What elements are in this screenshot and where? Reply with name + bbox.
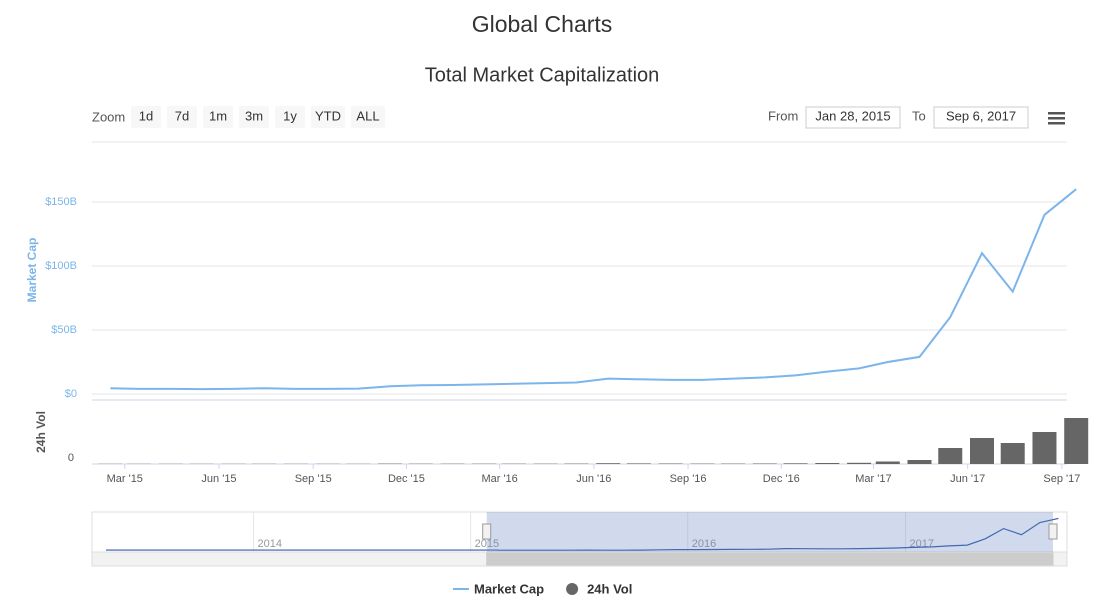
from-value[interactable]: Jan 28, 2015 bbox=[815, 108, 890, 123]
volume-bar bbox=[815, 463, 840, 464]
zoom-button[interactable] bbox=[351, 106, 385, 128]
zoom-button[interactable] bbox=[311, 106, 345, 128]
volume-bar bbox=[596, 463, 621, 464]
volume-bar bbox=[969, 438, 994, 464]
x-tick-label: Mar '17 bbox=[855, 473, 891, 485]
x-tick-label: Sep '17 bbox=[1043, 473, 1080, 485]
volume-bar bbox=[938, 448, 963, 464]
zoom-label: Zoom bbox=[92, 109, 125, 124]
legend: Market Cap 24h Vol bbox=[453, 581, 632, 596]
market-cap-line bbox=[110, 188, 1077, 391]
navigator-label: 2016 bbox=[692, 538, 716, 550]
x-tick-label: Mar '15 bbox=[107, 473, 143, 485]
zoom-button-label[interactable]: 7d bbox=[175, 108, 189, 123]
x-tick-label: Dec '16 bbox=[763, 473, 800, 485]
navigator-selection[interactable] bbox=[486, 512, 1054, 552]
volume-bar bbox=[626, 463, 651, 464]
navigator-label: 2014 bbox=[258, 538, 282, 550]
x-tick-label: Sep '16 bbox=[670, 473, 707, 485]
to-value[interactable]: Sep 6, 2017 bbox=[946, 108, 1016, 123]
zoom-button[interactable] bbox=[131, 106, 161, 128]
menu-bar[interactable] bbox=[1048, 122, 1065, 125]
zoom-button[interactable] bbox=[203, 106, 233, 128]
volume-bar bbox=[752, 463, 777, 464]
to-label: To bbox=[912, 108, 926, 123]
navigator-line bbox=[106, 517, 1059, 551]
volume-bar bbox=[1000, 443, 1025, 464]
to-input[interactable] bbox=[933, 106, 1029, 129]
navigator-handle[interactable] bbox=[482, 523, 492, 540]
y2-axis-label: 24h Vol bbox=[34, 411, 48, 453]
zoom-button-label[interactable]: ALL bbox=[356, 108, 379, 123]
volume-bar bbox=[875, 461, 900, 464]
y-axis-label: Market Cap bbox=[25, 238, 39, 303]
zoom-button[interactable] bbox=[275, 106, 305, 128]
legend-symbol bbox=[566, 583, 579, 595]
legend-label[interactable]: Market Cap bbox=[474, 581, 544, 596]
x-tick-label: Jun '15 bbox=[201, 473, 236, 485]
volume-bar bbox=[658, 463, 683, 464]
navigator-label: 2015 bbox=[475, 538, 499, 550]
menu-bar[interactable] bbox=[1048, 112, 1065, 115]
zoom-button-label[interactable]: 1y bbox=[283, 108, 297, 123]
legend-label[interactable]: 24h Vol bbox=[587, 581, 632, 596]
volume-bar bbox=[907, 460, 932, 464]
volume-bar bbox=[1032, 432, 1057, 464]
y-tick-label: $100B bbox=[45, 260, 77, 272]
zoom-button-label[interactable]: 1d bbox=[139, 108, 153, 123]
y-tick-label: $50B bbox=[51, 324, 77, 336]
page-title: Global Charts bbox=[472, 11, 613, 37]
navigator-handle[interactable] bbox=[1048, 523, 1058, 540]
menu-button[interactable] bbox=[1048, 112, 1065, 125]
zoom-button[interactable] bbox=[239, 106, 269, 128]
zoom-button-label[interactable]: YTD bbox=[315, 108, 341, 123]
volume-bar bbox=[1064, 418, 1089, 464]
from-input[interactable] bbox=[805, 106, 901, 129]
x-tick-label: Jun '16 bbox=[576, 473, 611, 485]
y2-tick-label: 0 bbox=[68, 452, 74, 464]
volume-bar bbox=[847, 462, 872, 464]
x-tick-label: Sep '15 bbox=[295, 473, 332, 485]
zoom-buttons: 1d 7d 1m 3m 1y YTD ALL bbox=[131, 106, 385, 128]
from-label: From bbox=[768, 108, 798, 123]
zoom-button-label[interactable]: 1m bbox=[209, 108, 227, 123]
scrollbar-thumb[interactable] bbox=[486, 552, 1054, 566]
y-tick-label: $0 bbox=[65, 388, 77, 400]
y-tick-label: $150B bbox=[45, 196, 77, 208]
x-tick-label: Jun '17 bbox=[950, 473, 985, 485]
menu-bar[interactable] bbox=[1048, 117, 1065, 120]
zoom-button-label[interactable]: 3m bbox=[245, 108, 263, 123]
volume-bar bbox=[783, 463, 808, 464]
zoom-button[interactable] bbox=[167, 106, 197, 128]
x-tick-label: Mar '16 bbox=[481, 473, 517, 485]
x-tick-label: Dec '15 bbox=[388, 473, 425, 485]
chart-title: Total Market Capitalization bbox=[425, 64, 660, 86]
